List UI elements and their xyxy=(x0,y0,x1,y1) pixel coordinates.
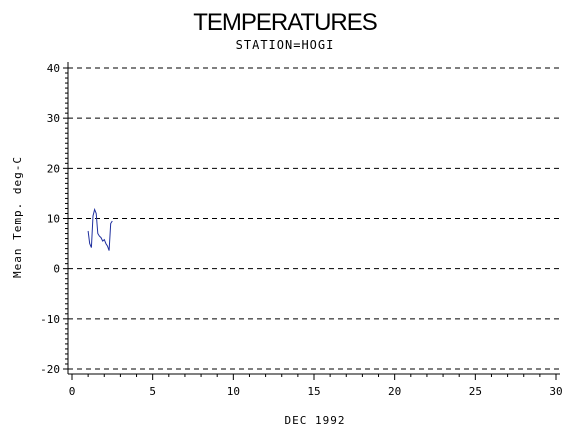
y-axis-label: Mean Temp. deg-C xyxy=(11,156,24,278)
grid-lines xyxy=(68,67,560,370)
x-tick-label: 0 xyxy=(69,385,76,398)
y-tick-label: 20 xyxy=(47,162,60,175)
series-group xyxy=(87,207,113,251)
y-tick-label: -20 xyxy=(40,363,60,376)
y-tick-label: 10 xyxy=(47,213,60,226)
x-tick-label: 20 xyxy=(388,385,401,398)
x-axis: 0 5 10 15 20 25 30 xyxy=(68,373,563,398)
x-tick-label: 15 xyxy=(307,385,320,398)
series-line-0 xyxy=(87,207,113,251)
x-tick-label: 5 xyxy=(149,385,156,398)
y-tick-label: 40 xyxy=(47,62,60,75)
x-tick-label: 30 xyxy=(549,385,562,398)
x-axis-label: DEC 1992 xyxy=(285,414,346,427)
y-tick-label: 0 xyxy=(53,263,60,276)
y-tick-label: 30 xyxy=(47,112,60,125)
x-tick-label: 25 xyxy=(469,385,482,398)
chart-title: TEMPERATURES xyxy=(193,9,377,36)
chart-subtitle: STATION=HOGI xyxy=(236,38,335,52)
y-axis: -20 -10 0 10 20 30 40 xyxy=(40,62,69,376)
x-tick-label: 10 xyxy=(227,385,240,398)
y-tick-label: -10 xyxy=(40,313,60,326)
